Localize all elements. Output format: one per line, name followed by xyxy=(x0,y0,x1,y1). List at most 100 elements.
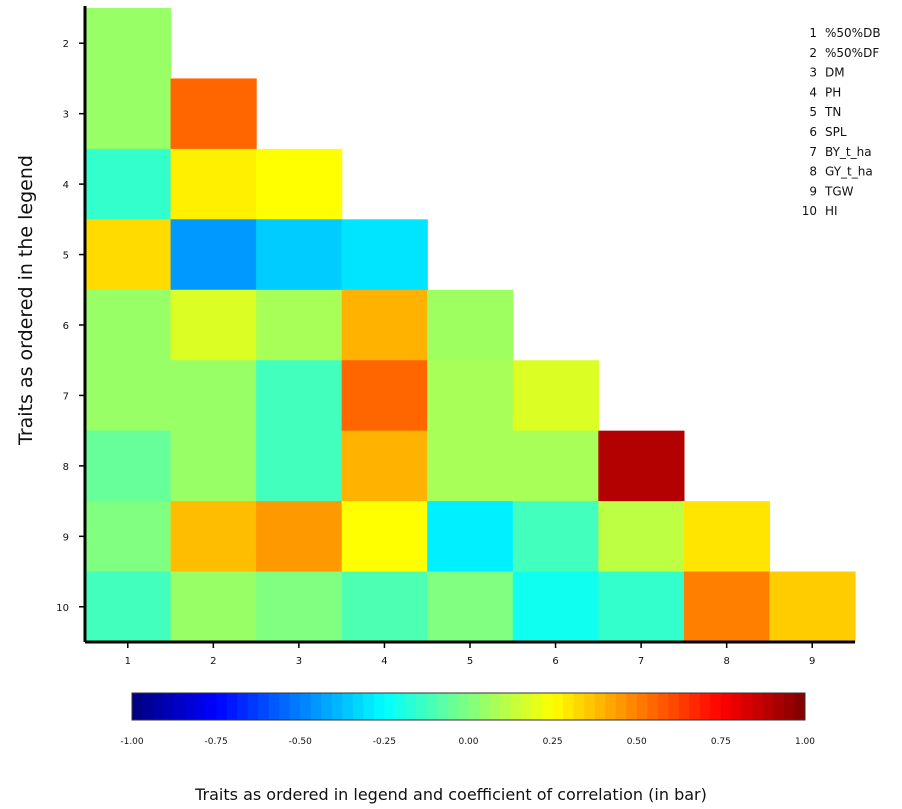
heatmap-cell xyxy=(769,571,856,643)
legend-number: 6 xyxy=(809,125,817,139)
legend-number: 2 xyxy=(809,46,817,60)
colorbar-segment xyxy=(184,693,196,720)
colorbar-segment xyxy=(331,693,343,720)
colorbar-segment xyxy=(510,693,522,720)
x-tick-label: 9 xyxy=(809,656,815,667)
legend-number: 9 xyxy=(809,184,817,198)
colorbar-segment xyxy=(342,693,354,720)
colorbar-segment xyxy=(426,693,438,720)
heatmap-cell xyxy=(598,501,685,573)
x-tick-label: 7 xyxy=(638,656,644,667)
heatmap-cell xyxy=(512,360,599,432)
legend-trait-name: GY_t_ha xyxy=(825,165,873,179)
legend-number: 7 xyxy=(809,145,817,159)
colorbar-segment xyxy=(447,693,459,720)
heatmap-cell xyxy=(341,219,428,291)
colorbar-segment xyxy=(500,693,512,720)
colorbar-tick-label: 1.00 xyxy=(795,737,815,747)
colorbar-segment xyxy=(163,693,175,720)
colorbar-segment xyxy=(794,693,806,720)
colorbar-segment xyxy=(615,693,627,720)
legend-number: 3 xyxy=(809,66,817,80)
heatmap-cells xyxy=(85,8,856,643)
colorbar-segment xyxy=(394,693,406,720)
colorbar-segment xyxy=(216,693,228,720)
colorbar-segment xyxy=(573,693,585,720)
heatmap-cell xyxy=(170,501,257,573)
heatmap-cell xyxy=(170,430,257,502)
colorbar-segment xyxy=(132,693,144,720)
heatmap-cell xyxy=(256,501,343,573)
heatmap-cell xyxy=(170,289,257,361)
colorbar-segment xyxy=(310,693,322,720)
x-tick-label: 3 xyxy=(296,656,302,667)
colorbar-segment xyxy=(741,693,753,720)
colorbar-segment xyxy=(436,693,448,720)
colorbar-tick-label: -0.75 xyxy=(204,737,227,747)
heatmap-cell xyxy=(683,571,771,643)
y-tick-label: 6 xyxy=(63,321,69,332)
colorbar-segment xyxy=(563,693,575,720)
heatmap-cell xyxy=(598,571,685,643)
legend-trait-name: SPL xyxy=(825,125,847,139)
x-tick-label: 1 xyxy=(125,656,131,667)
colorbar-frame xyxy=(131,692,806,721)
colorbar-segment xyxy=(300,693,312,720)
legend-trait-name: HI xyxy=(825,204,838,218)
colorbar-segment xyxy=(636,693,648,720)
colorbar-tick-label: 0.50 xyxy=(627,737,647,747)
colorbar-segment xyxy=(268,693,280,720)
y-tick-label: 3 xyxy=(63,110,69,121)
x-tick-label: 2 xyxy=(210,656,216,667)
legend-trait-name: DM xyxy=(825,66,845,80)
colorbar-segment xyxy=(384,693,396,720)
y-tick-label: 9 xyxy=(63,532,69,543)
heatmap-cell xyxy=(427,501,514,573)
legend-trait-name: TGW xyxy=(824,184,854,198)
colorbar-tick-label: 0.25 xyxy=(543,737,563,747)
colorbar-segment xyxy=(142,693,154,720)
colorbar-segment xyxy=(783,693,795,720)
heatmap-cell xyxy=(512,571,599,643)
heatmap-cell xyxy=(341,571,428,643)
colorbar-segment xyxy=(247,693,259,720)
legend-number: 8 xyxy=(809,165,817,179)
heatmap-cell xyxy=(85,289,172,361)
heatmap-cell xyxy=(85,430,172,502)
y-tick-label: 7 xyxy=(63,391,69,402)
heatmap-cell xyxy=(256,430,343,502)
heatmap-cell xyxy=(256,571,343,643)
colorbar-segment xyxy=(205,693,217,720)
heatmap-cell xyxy=(170,78,257,150)
heatmap-cell xyxy=(170,571,257,643)
colorbar-tick-label: 0.75 xyxy=(711,737,731,747)
heatmap-cell xyxy=(256,360,343,432)
colorbar-segment xyxy=(762,693,774,720)
legend-trait-name: %50%DF xyxy=(825,46,879,60)
heatmap-cell xyxy=(427,571,514,643)
y-tick-label: 5 xyxy=(63,251,69,262)
colorbar-tick-label: -0.50 xyxy=(289,737,313,747)
colorbar-segment xyxy=(647,693,659,720)
colorbar-segment xyxy=(605,693,617,720)
heatmap-cell xyxy=(85,501,172,573)
heatmap-cell xyxy=(85,8,172,80)
colorbar-segment xyxy=(710,693,722,720)
colorbar-segment xyxy=(174,693,186,720)
colorbar-segment xyxy=(457,693,469,720)
heatmap-cell xyxy=(256,289,343,361)
heatmap-cell xyxy=(341,289,428,361)
heatmap-cell xyxy=(341,430,428,502)
colorbar-segment xyxy=(468,693,480,720)
legend-trait-name: BY_t_ha xyxy=(825,145,872,159)
colorbar-segment xyxy=(489,693,501,720)
colorbar-segment xyxy=(594,693,606,720)
heatmap-cell xyxy=(170,360,257,432)
heatmap-cell xyxy=(85,148,172,220)
colorbar-segment xyxy=(405,693,417,720)
legend-trait-name: PH xyxy=(825,85,841,99)
colorbar xyxy=(131,692,806,721)
heatmap-cell xyxy=(256,148,343,220)
colorbar-segment xyxy=(720,693,732,720)
